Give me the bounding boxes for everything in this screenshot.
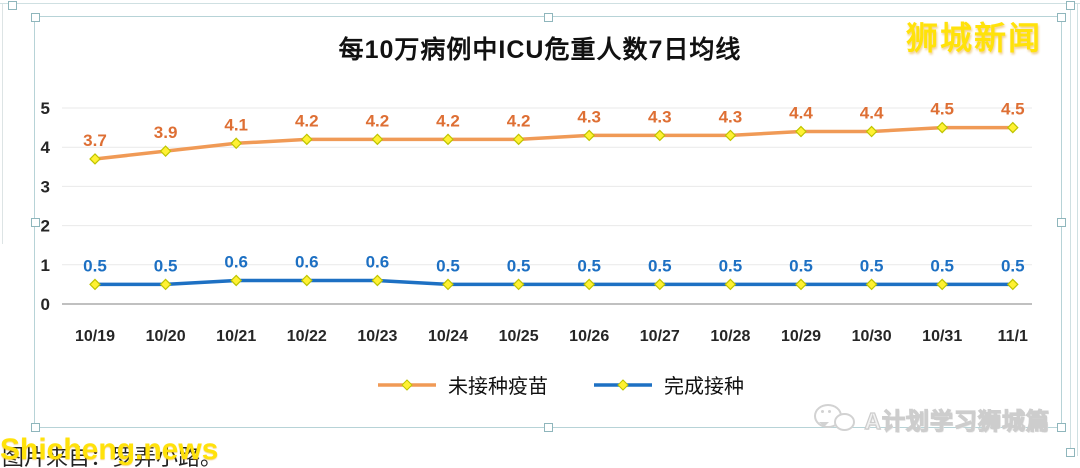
channel-watermark: A计划学习狮城篇 [814,402,1050,436]
window-border-right-outer [1077,4,1078,456]
resize-handle-outer-top-right[interactable] [1066,1,1075,10]
legend-label-1: 完成接种 [664,376,744,398]
resize-handle-outer-corner[interactable] [8,1,17,10]
resize-handle-left-mid[interactable] [31,218,40,227]
legend-label-0: 未接种疫苗 [448,376,548,398]
window-border-right [1070,4,1071,456]
window-border-left [2,4,3,244]
resize-handle-bottom-left[interactable] [31,423,40,432]
resize-handle-top-right[interactable] [1057,13,1066,22]
resize-handle-bottom-mid[interactable] [544,423,553,432]
window-border-top [0,3,1080,4]
resize-handle-bottom-right[interactable] [1057,423,1066,432]
shicheng-news-watermark: Shicheng.news [0,433,219,466]
resize-handle-right-mid[interactable] [1057,218,1066,227]
image-source-caption: 图片来自：罗弄小路。 [2,445,223,468]
chart-title: 每10万病例中ICU危重人数7日均线 [338,36,742,64]
legend-item-1: 完成接种 [594,370,744,399]
chart-legend: 未接种疫苗 完成接种 [0,370,1080,399]
news-site-badge: 狮城新闻 [905,20,1042,56]
resize-handle-top-left[interactable] [31,13,40,22]
resize-handle-outer-bottom-right[interactable] [1066,448,1075,457]
channel-watermark-label: A计划学习狮城篇 [864,407,1050,434]
resize-handle-top-mid[interactable] [544,13,553,22]
chat-bubbles-icon [814,404,856,434]
chart-object-frame [34,16,1062,428]
legend-item-0: 未接种疫苗 [378,370,548,399]
